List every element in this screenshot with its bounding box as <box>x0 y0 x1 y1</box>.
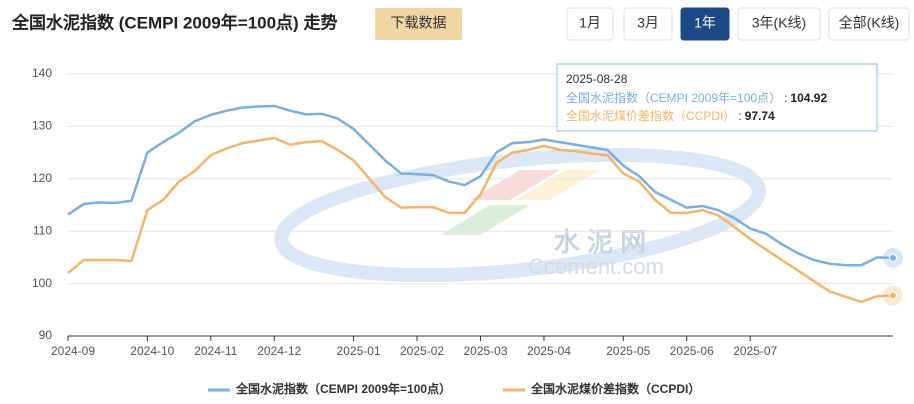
range-label[interactable]: 3月 <box>637 15 659 31</box>
range-button[interactable] <box>623 7 673 41</box>
page-title: 全国水泥指数 (CEMPI 2009年=100点) 走势 <box>11 12 337 32</box>
tooltip-box <box>556 63 878 132</box>
y-tick-label: 90 <box>39 328 53 342</box>
tooltip-row: 全国水泥指数（CEMPI 2009年=100点）:104.92 <box>566 90 827 105</box>
x-tick-label: 2025-06 <box>670 344 714 358</box>
tooltip-row: 全国水泥煤价差指数（CCPDI）:97.74 <box>566 108 775 123</box>
download-label[interactable]: 下载数据 <box>391 15 447 31</box>
watermark-shapes <box>274 147 766 283</box>
watermark-text: 水 泥 网 <box>554 227 646 257</box>
x-tick-label: 2025-02 <box>400 344 444 358</box>
y-tick-label: 100 <box>32 276 52 290</box>
x-tick-label: 2024-10 <box>130 344 174 358</box>
range-button[interactable] <box>737 7 821 41</box>
range-label[interactable]: 1年 <box>694 15 716 31</box>
x-tick-label: 2024-09 <box>51 344 95 358</box>
watermark-text: Ccement.com <box>528 254 664 279</box>
x-tick-label: 2025-04 <box>527 344 571 358</box>
legend-label: 全国水泥煤价差指数（CCPDI） <box>530 381 700 396</box>
tooltip-part: 97.74 <box>745 109 775 123</box>
tooltip-part: 104.92 <box>790 91 827 105</box>
range-button[interactable] <box>828 7 910 41</box>
range-label[interactable]: 3年(K线) <box>752 15 806 31</box>
x-tick-label: 2024-12 <box>257 344 301 358</box>
tooltip-part: : <box>784 91 787 105</box>
range-button[interactable] <box>680 7 730 41</box>
y-tick-label: 120 <box>32 171 52 185</box>
x-tick-label: 2025-03 <box>463 344 507 358</box>
x-tick-label: 2024-11 <box>194 344 237 358</box>
legend-label: 全国水泥指数（CEMPI 2009年=100点） <box>235 381 451 396</box>
range-label[interactable]: 1月 <box>579 15 601 31</box>
tooltip-part: 全国水泥指数（CEMPI 2009年=100点） <box>566 90 781 105</box>
end-point <box>889 253 897 262</box>
range-button[interactable] <box>566 7 614 41</box>
y-tick-label: 140 <box>32 66 52 80</box>
series-line <box>67 136 894 304</box>
download-button[interactable] <box>375 8 462 40</box>
x-tick-label: 2025-05 <box>606 344 650 358</box>
tooltip-date: 2025-08-28 <box>566 72 628 86</box>
x-tick-label: 2025-07 <box>733 344 777 358</box>
y-tick-label: 130 <box>32 119 52 133</box>
x-tick-label: 2025-01 <box>337 344 381 358</box>
range-label[interactable]: 全部(K线) <box>839 15 900 31</box>
y-tick-label: 110 <box>33 223 52 237</box>
end-point <box>889 291 897 300</box>
series-line <box>67 104 894 267</box>
tooltip-part: : <box>738 109 741 123</box>
tooltip-part: 全国水泥煤价差指数（CCPDI） <box>566 108 735 123</box>
